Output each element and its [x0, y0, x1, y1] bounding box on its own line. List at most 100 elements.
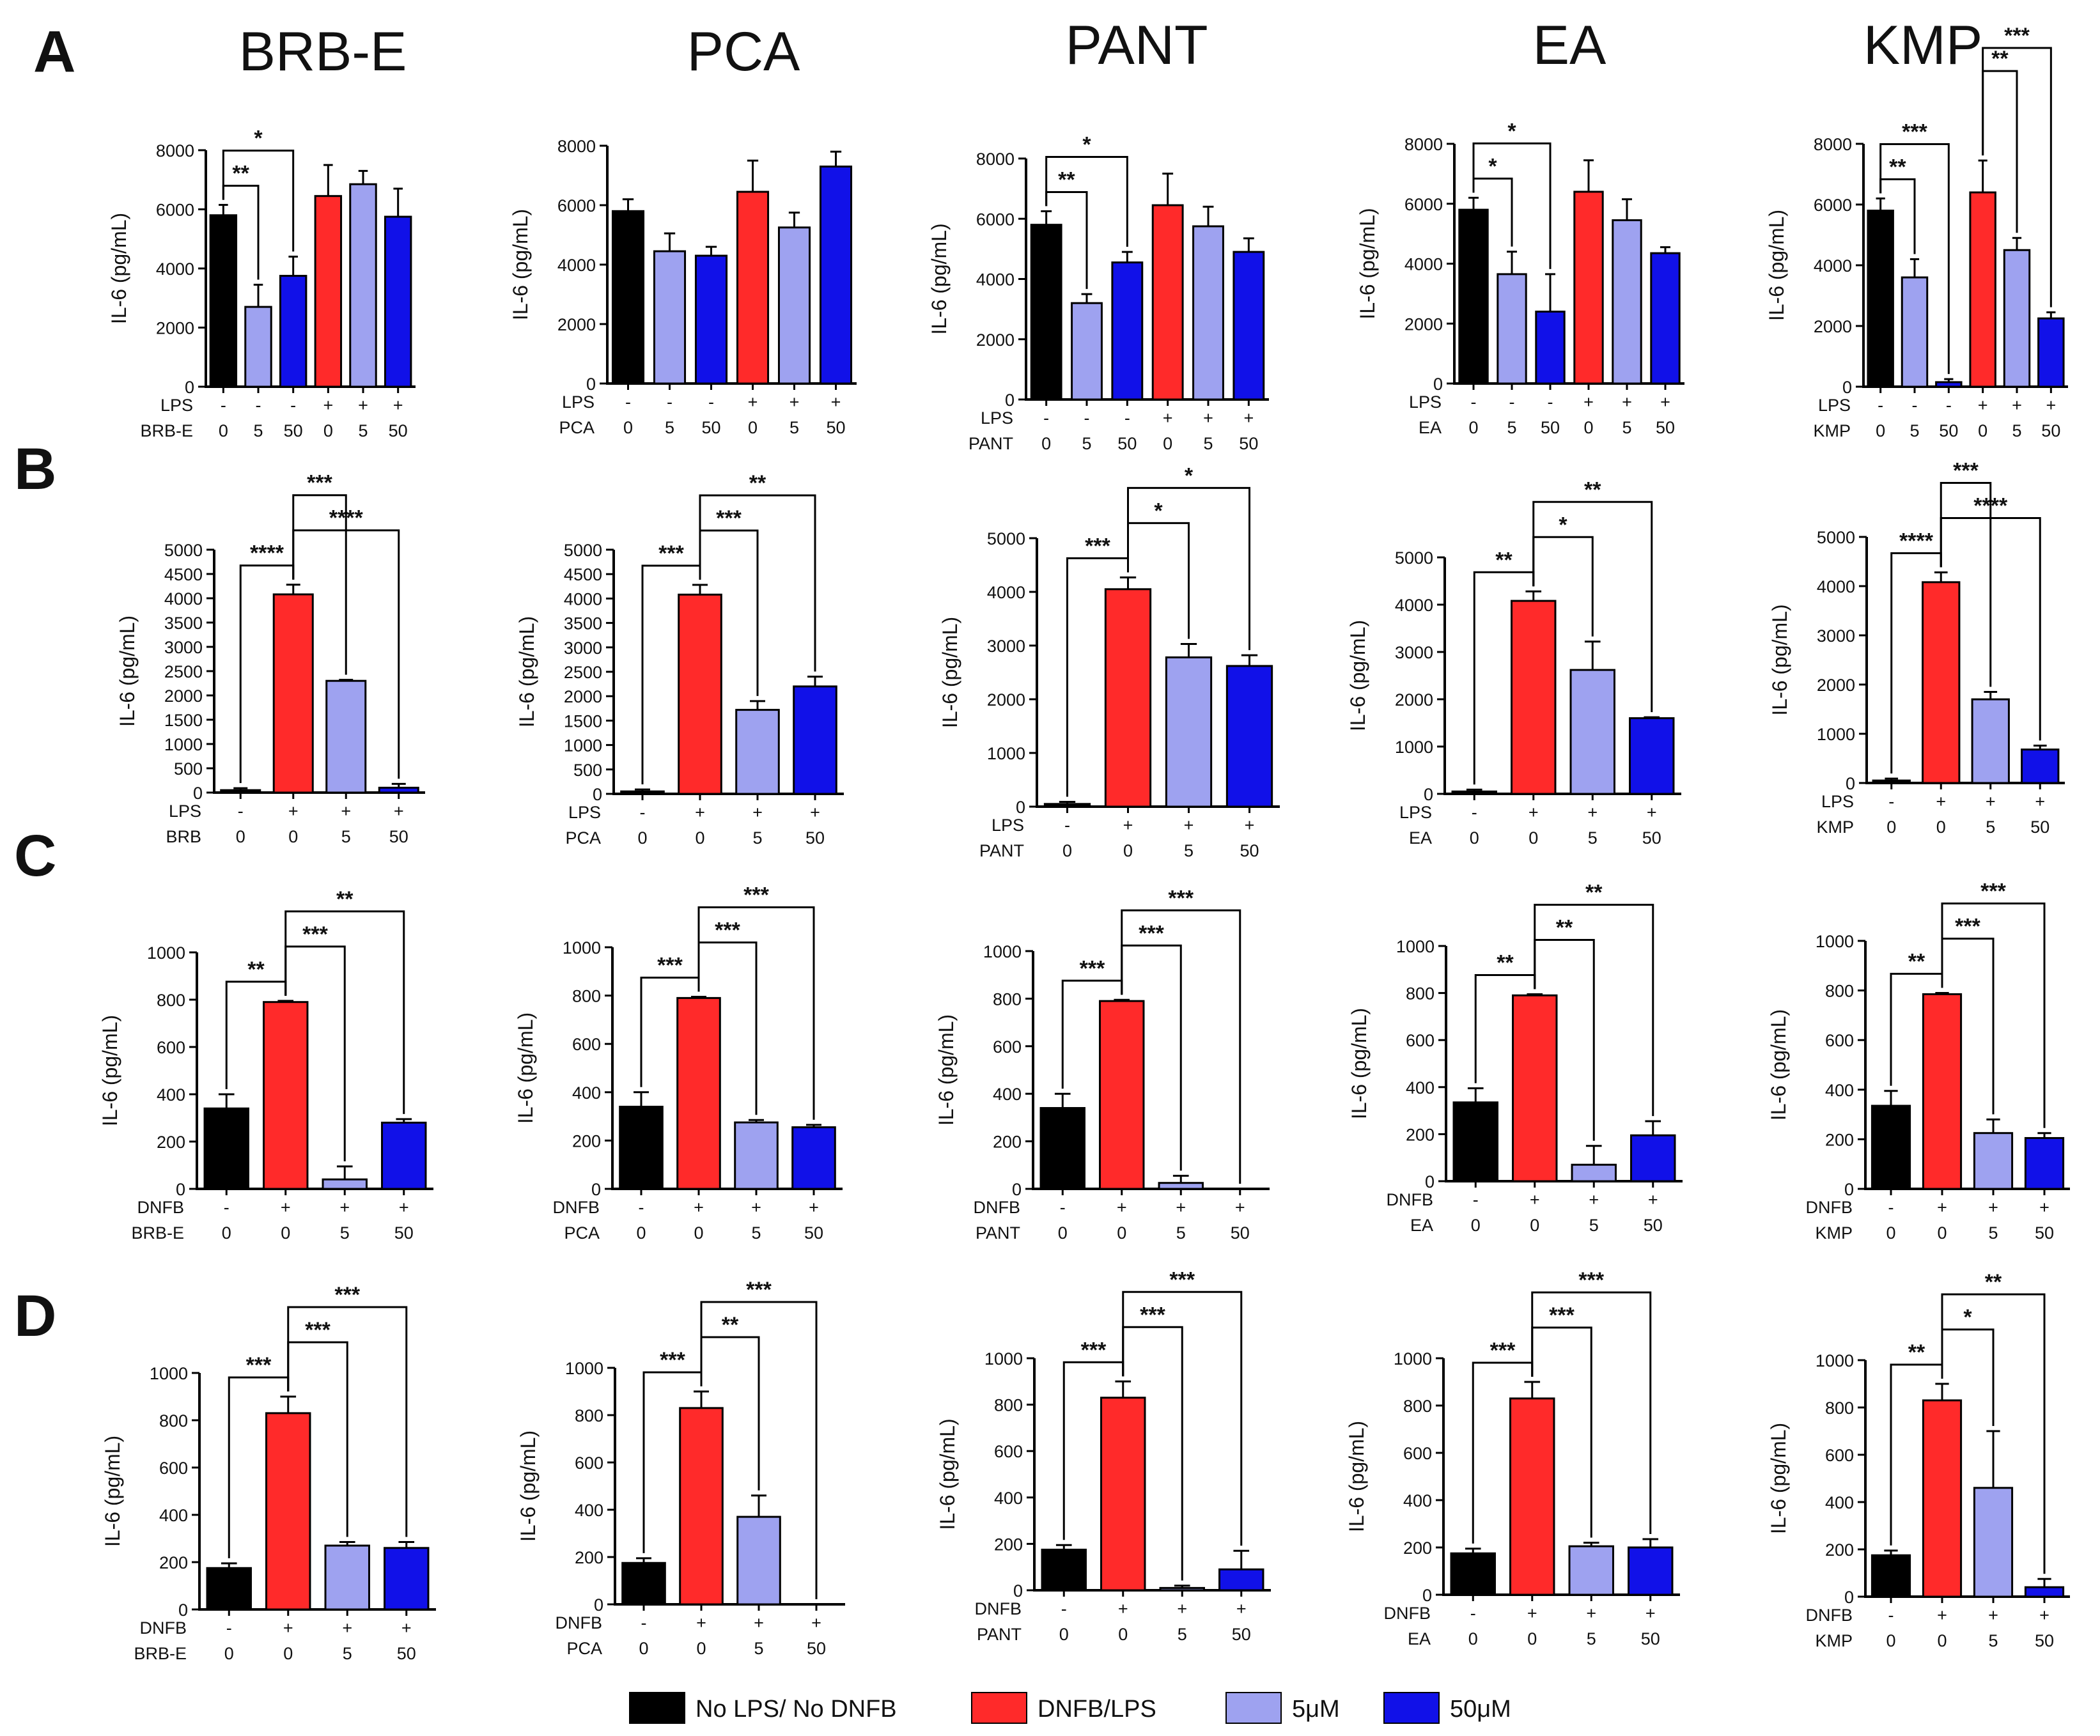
- y-tick-label: 3500: [564, 614, 602, 633]
- significance-label: ***: [1955, 914, 1980, 938]
- y-axis-label: IL-6 (pg/mL): [1767, 1423, 1790, 1534]
- bar: [678, 593, 722, 795]
- x-category-label: +: [1645, 1604, 1656, 1623]
- x-category-label: 0: [1117, 1223, 1126, 1243]
- bar: [1973, 1487, 2014, 1598]
- x-category-label: 5: [1909, 421, 1919, 440]
- y-tick-label: 200: [993, 1133, 1022, 1152]
- x-category-label: 0: [695, 828, 704, 848]
- x-category-label: +: [1184, 816, 1194, 835]
- x-category-label: +: [2046, 396, 2056, 415]
- y-tick-label: 0: [1013, 1581, 1023, 1600]
- bar: [1511, 600, 1557, 795]
- x-category-label: 0: [1978, 421, 1987, 440]
- significance-label: **: [1985, 1270, 2002, 1294]
- row-label: PCA: [559, 418, 595, 437]
- bar: [793, 685, 837, 795]
- bar: [1452, 1101, 1498, 1182]
- x-category-label: 50: [1240, 841, 1259, 860]
- y-tick-label: 400: [993, 1085, 1022, 1104]
- y-tick-label: 0: [176, 1180, 185, 1199]
- x-category-label: 50: [1232, 1625, 1251, 1644]
- significance-label: ***: [1490, 1338, 1516, 1363]
- y-tick-label: 3000: [987, 637, 1025, 656]
- column-title-kmp: KMP: [1863, 15, 1982, 76]
- y-tick-label: 600: [1825, 1446, 1854, 1465]
- row-label: PANT: [979, 841, 1024, 860]
- y-tick-label: 2500: [564, 663, 602, 682]
- bar: [1922, 993, 1963, 1190]
- bar: [263, 1001, 309, 1190]
- y-tick-label: 2500: [164, 662, 203, 681]
- significance-label: ***: [1169, 1267, 1195, 1292]
- significance-bracket: [699, 494, 816, 672]
- legend-swatch-dnfb-lps: [971, 1692, 1027, 1724]
- x-category-label: -: [1060, 1198, 1066, 1217]
- y-tick-label: 1000: [1394, 1349, 1432, 1368]
- x-category-label: 0: [1937, 1631, 1947, 1650]
- y-tick-label: 600: [994, 1442, 1023, 1461]
- y-tick-label: 2000: [564, 687, 602, 706]
- x-category-label: 50: [2041, 421, 2060, 440]
- y-tick-label: 400: [1825, 1081, 1854, 1100]
- x-category-label: +: [809, 1198, 819, 1217]
- y-tick-label: 4000: [976, 270, 1015, 290]
- x-category-label: 0: [283, 1644, 293, 1663]
- significance-label: **: [1058, 167, 1075, 192]
- bar: [1871, 1104, 1911, 1190]
- y-tick-label: 400: [1403, 1491, 1432, 1510]
- chart-b-1: 0500100015002000250030003500400045005000…: [116, 471, 425, 846]
- row-label: PANT: [977, 1625, 1022, 1644]
- y-axis-label: IL-6 (pg/mL): [1348, 1008, 1371, 1119]
- x-category-label: +: [748, 392, 758, 412]
- significance-bracket: [700, 1301, 818, 1599]
- legend-label-5um: 5μM: [1292, 1696, 1340, 1723]
- y-axis-label: IL-6 (pg/mL): [509, 209, 532, 320]
- x-category-label: 50: [1117, 434, 1137, 453]
- chart-b-2: 0500100015002000250030003500400045005000…: [515, 471, 844, 848]
- x-category-label: +: [1660, 392, 1670, 412]
- significance-label: ***: [334, 1283, 360, 1307]
- y-tick-label: 5000: [1395, 548, 1433, 568]
- x-category-label: 0: [1163, 434, 1172, 453]
- x-category-label: 0: [748, 418, 758, 437]
- x-category-label: 5: [1176, 1223, 1186, 1243]
- y-tick-label: 200: [1825, 1540, 1854, 1560]
- row-label: KMP: [1815, 1631, 1853, 1650]
- y-axis-label: IL-6 (pg/mL): [935, 1014, 958, 1126]
- significance-label: **: [247, 957, 265, 982]
- x-category-label: +: [1123, 816, 1133, 835]
- x-category-label: +: [341, 802, 351, 821]
- significance-label: ****: [250, 541, 284, 566]
- x-category-label: +: [1647, 803, 1657, 822]
- y-axis-label: IL-6 (pg/mL): [928, 223, 951, 334]
- x-category-label: -: [1888, 1606, 1894, 1625]
- x-category-label: 0: [1937, 1223, 1947, 1243]
- x-category-label: +: [281, 1198, 291, 1217]
- legend: No LPS/ No DNFB DNFB/LPS 5μM 50μM: [629, 1692, 1511, 1724]
- x-category-label: 5: [1082, 434, 1091, 453]
- row-label: DNFB: [556, 1613, 603, 1632]
- y-tick-label: 5000: [564, 541, 602, 560]
- row-label: DNFB: [1384, 1604, 1431, 1623]
- x-category-label: +: [1587, 803, 1598, 822]
- chart-c-5: 0 200 400 600 800 1000 IL-6 (pg/mL) - 0 +0 +5 +50 DN…: [1767, 879, 2070, 1243]
- row-label: DNFB: [975, 1599, 1022, 1618]
- bar: [1867, 210, 1894, 388]
- y-axis-label: IL-6 (pg/mL): [107, 213, 130, 324]
- column-title-ea: EA: [1533, 15, 1606, 76]
- y-tick-label: 0: [1422, 1586, 1432, 1605]
- bar: [1569, 669, 1615, 795]
- y-tick-label: 0: [1012, 1180, 1022, 1199]
- y-tick-label: 1000: [164, 735, 203, 754]
- row-label: DNFB: [137, 1198, 185, 1217]
- significance-label: ***: [1081, 1338, 1107, 1362]
- significance-label: ***: [307, 471, 332, 495]
- bar: [819, 166, 853, 385]
- x-category-label: 0: [637, 828, 647, 848]
- x-category-label: -: [667, 392, 673, 412]
- x-category-label: 5: [1988, 1631, 1998, 1650]
- x-category-label: +: [1243, 408, 1254, 428]
- significance-label: ***: [1980, 879, 2006, 903]
- x-category-label: +: [339, 1198, 350, 1217]
